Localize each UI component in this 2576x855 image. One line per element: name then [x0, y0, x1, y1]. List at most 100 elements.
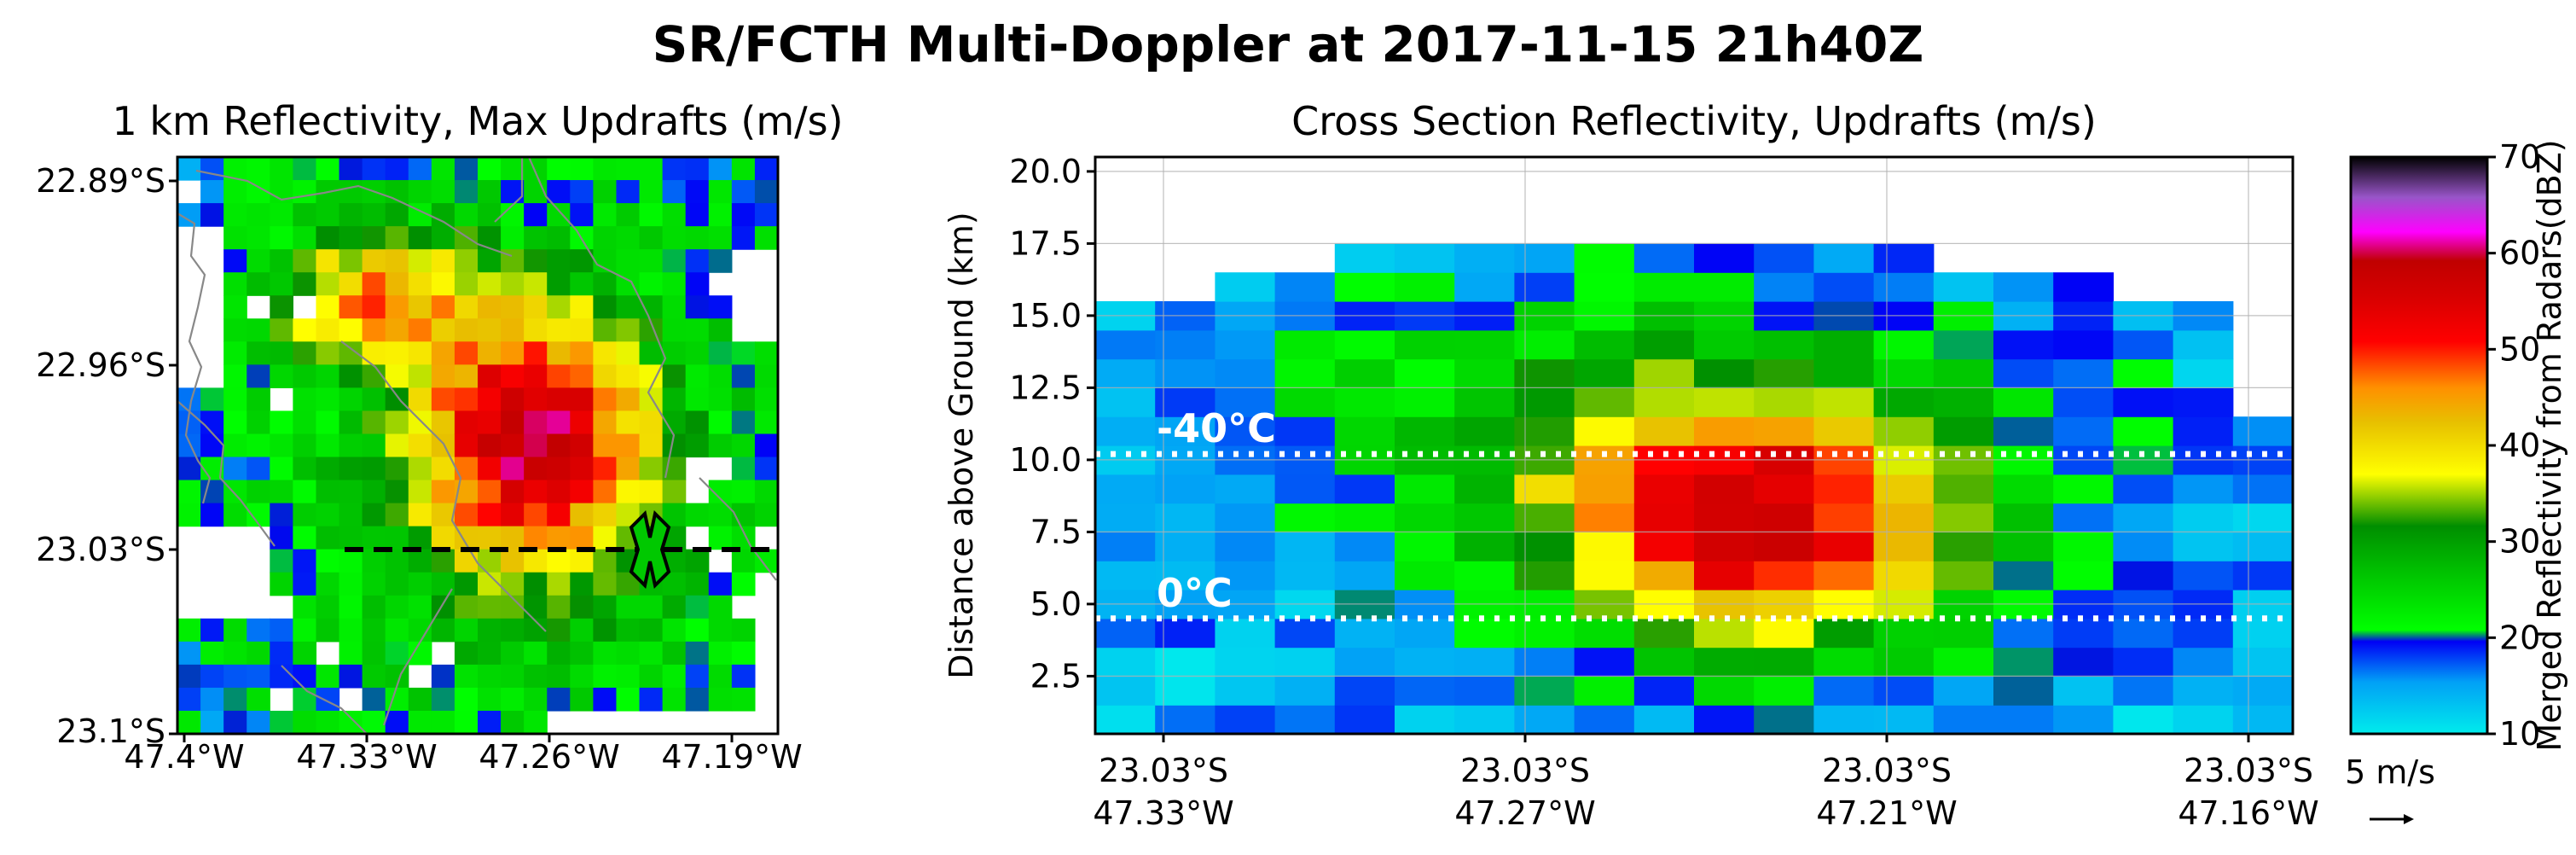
map-cell [431, 433, 455, 458]
map-cell [708, 341, 733, 365]
cross-section-cell [1274, 561, 1336, 590]
cross-section-cell [1754, 676, 1814, 706]
cross-section-cell [1095, 561, 1156, 590]
map-cell [547, 618, 571, 643]
map-cell [639, 480, 664, 504]
map-cell [385, 318, 409, 342]
map-cell [639, 387, 664, 412]
cross-section-cell [1873, 618, 1935, 649]
cross-section-cell [1274, 416, 1336, 446]
cross-section-y-tick-label: 20.0 [1009, 153, 1082, 190]
map-cell [223, 318, 247, 342]
map-cell [316, 295, 340, 319]
colorbar-tick-label: 50 [2499, 330, 2540, 368]
map-cell [362, 226, 386, 250]
map-cell [478, 295, 502, 319]
cross-section-cell [1813, 474, 1875, 504]
map-cell [293, 595, 317, 619]
map-cell [385, 526, 409, 550]
map-cell [200, 503, 224, 527]
cross-section-x-tick-label: 47.33°W [1093, 794, 1233, 832]
cross-section-cell [2173, 387, 2234, 417]
cross-section-cell [2053, 676, 2114, 706]
cross-section-cell [1155, 676, 1215, 706]
cross-section-cell [1334, 705, 1395, 735]
cross-section-cell [1933, 329, 1994, 360]
map-cell [408, 318, 432, 342]
map-cell [339, 526, 363, 550]
cross-section-cell [1993, 618, 2054, 649]
map-cell [454, 457, 479, 481]
map-cell [200, 618, 224, 643]
map-cell [593, 341, 618, 365]
cross-section-cell [1215, 561, 1276, 590]
cross-section-cell [2173, 676, 2234, 706]
map-cell [385, 249, 409, 273]
cross-section-cell [1754, 705, 1814, 735]
map-cell [570, 526, 594, 550]
cross-section-cell [1993, 503, 2054, 532]
cross-section-cell [1395, 243, 1455, 273]
map-cell [685, 687, 710, 712]
map-cell [431, 664, 455, 689]
colorbar-tick-label: 40 [2499, 427, 2540, 464]
map-cell [524, 433, 548, 458]
map-cell [223, 295, 247, 319]
map-cell [616, 249, 641, 273]
cross-section-cell [1095, 503, 1156, 532]
map-cell [408, 387, 432, 412]
cross-section-cell [1813, 618, 1875, 649]
map-cell [731, 203, 756, 227]
cross-section-cell [1454, 474, 1515, 504]
map-x-tick-label: 47.26°W [479, 738, 619, 776]
map-cell [662, 687, 687, 712]
map-cell [731, 364, 756, 388]
cross-section-cell [2232, 647, 2294, 677]
map-cell [570, 364, 594, 388]
cross-section-cell [1155, 647, 1215, 677]
map-cell [478, 618, 502, 643]
map-cell [362, 710, 386, 735]
map-cell [223, 710, 247, 735]
cross-section-cell [1574, 676, 1635, 706]
cross-section-cell [1155, 532, 1215, 561]
cross-section-cell [1633, 705, 1695, 735]
cross-section-cell [2113, 358, 2174, 388]
cross-section-cell [2113, 474, 2174, 504]
map-cell [177, 480, 201, 504]
map-cell [616, 433, 641, 458]
map-cell [316, 226, 340, 250]
map-cell [293, 272, 317, 296]
map-cell [662, 641, 687, 666]
cross-section-cell [1334, 272, 1395, 302]
map-cell [270, 341, 293, 365]
cross-section-cell [2053, 561, 2114, 590]
cross-section-cell [1633, 387, 1695, 417]
cross-section-cell [2053, 474, 2114, 504]
map-cell [454, 410, 479, 435]
map-cell [616, 641, 641, 666]
map-cell [408, 226, 432, 250]
cross-section-cell [1754, 416, 1814, 446]
cross-section-cell [1754, 532, 1814, 561]
map-cell [454, 664, 479, 689]
isotherm-label: -40°C [1157, 405, 1276, 451]
cross-section-x-tick-label: 23.03°S [2184, 752, 2313, 789]
quiver-key-arrowhead [2404, 814, 2414, 824]
map-cell [570, 272, 594, 296]
map-cell [593, 549, 618, 573]
cross-section-cell [1813, 272, 1875, 302]
map-cell [616, 295, 641, 319]
map-cell [478, 664, 502, 689]
map-cell [478, 410, 502, 435]
map-cell [731, 457, 756, 481]
cross-section-cell [1215, 387, 1276, 417]
map-cell [524, 687, 548, 712]
map-cell [270, 664, 293, 689]
cross-section-cell [1813, 243, 1875, 273]
map-cell [708, 526, 733, 550]
map-cell [247, 203, 270, 227]
colorbar-gradient [2349, 155, 2489, 736]
max-updraft-marker [629, 509, 671, 590]
map-cell [593, 618, 618, 643]
